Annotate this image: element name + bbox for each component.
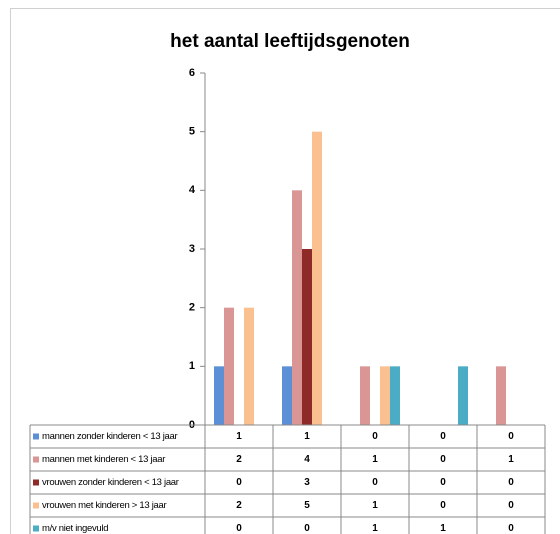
table-cell: 3 bbox=[304, 477, 310, 488]
table-cell: 0 bbox=[372, 477, 378, 488]
bar bbox=[292, 190, 302, 425]
bar bbox=[244, 307, 254, 425]
bar bbox=[302, 249, 312, 425]
table-cell: 5 bbox=[304, 500, 310, 511]
table-cell: 0 bbox=[440, 431, 446, 442]
table-cell: 1 bbox=[236, 431, 242, 442]
legend-swatch bbox=[33, 433, 39, 440]
table-cell: 1 bbox=[440, 523, 446, 534]
y-tick-label: 3 bbox=[189, 243, 195, 255]
table-cell: 0 bbox=[508, 523, 514, 534]
legend-swatch bbox=[33, 456, 39, 463]
legend-label: mannen zonder kinderen < 13 jaar bbox=[42, 431, 178, 442]
y-tick-label: 4 bbox=[189, 184, 196, 196]
table-cell: 0 bbox=[508, 431, 514, 442]
chart-title: het aantal leeftijdsgenoten bbox=[170, 31, 410, 52]
table-cell: 0 bbox=[440, 477, 446, 488]
y-tick-label: 5 bbox=[189, 126, 195, 138]
table-cell: 0 bbox=[236, 523, 242, 534]
y-tick-label: 2 bbox=[189, 302, 195, 314]
legend-label: vrouwen zonder kinderen < 13 jaar bbox=[42, 477, 179, 488]
table-cell: 0 bbox=[304, 523, 310, 534]
table-cell: 2 bbox=[236, 500, 242, 511]
table-cell: 0 bbox=[508, 477, 514, 488]
table-cell: 1 bbox=[508, 454, 514, 465]
table-cell: 0 bbox=[508, 500, 514, 511]
legend-swatch bbox=[33, 479, 39, 486]
table-cell: 1 bbox=[372, 454, 378, 465]
table-cell: 0 bbox=[440, 454, 446, 465]
legend-label: vrouwen met kinderen > 13 jaar bbox=[42, 500, 166, 511]
table-cell: 0 bbox=[236, 477, 242, 488]
bar bbox=[312, 131, 322, 425]
bar bbox=[360, 366, 370, 425]
bar bbox=[390, 366, 400, 425]
table-cell: 1 bbox=[304, 431, 310, 442]
y-tick-label: 6 bbox=[189, 67, 195, 79]
legend-label: m/v niet ingevuld bbox=[42, 523, 108, 534]
bar bbox=[496, 366, 506, 425]
chart-frame bbox=[10, 8, 560, 534]
table-cell: 0 bbox=[440, 500, 446, 511]
table-cell: 1 bbox=[372, 523, 378, 534]
table-cell: 2 bbox=[236, 454, 242, 465]
legend-swatch bbox=[33, 502, 39, 509]
table-cell: 1 bbox=[372, 500, 378, 511]
legend-swatch bbox=[33, 525, 39, 532]
legend-label: mannen met kinderen < 13 jaar bbox=[42, 454, 165, 465]
bar bbox=[458, 366, 468, 425]
table-cell: 0 bbox=[372, 431, 378, 442]
bar bbox=[214, 366, 224, 425]
bar bbox=[282, 366, 292, 425]
bar bbox=[224, 307, 234, 425]
y-tick-label: 1 bbox=[189, 360, 195, 372]
bar bbox=[380, 366, 390, 425]
table-cell: 4 bbox=[304, 454, 310, 465]
